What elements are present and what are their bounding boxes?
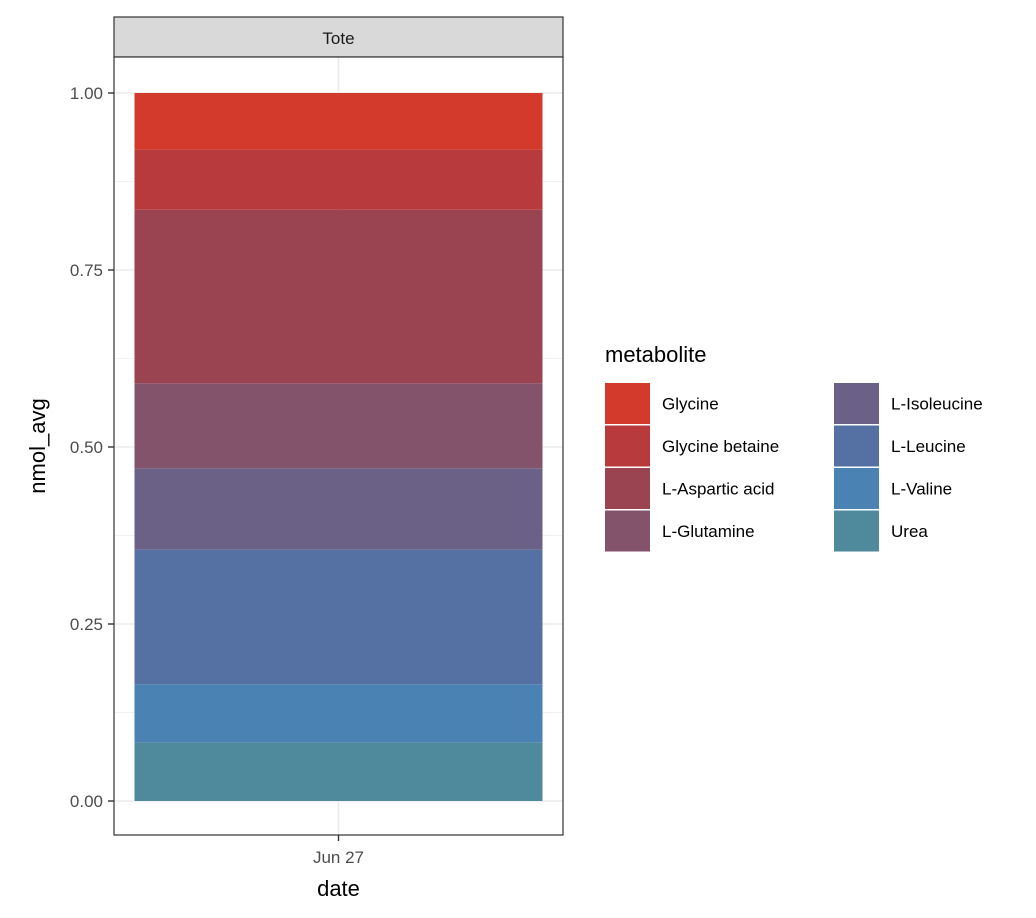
y-tick-label: 0.50 bbox=[70, 438, 103, 457]
x-tick-label: Jun 27 bbox=[313, 848, 364, 867]
x-axis-title: date bbox=[317, 876, 360, 901]
legend-key bbox=[834, 510, 879, 552]
y-axis-title: nmol_avg bbox=[25, 398, 50, 493]
bars bbox=[134, 93, 543, 801]
legend: Glycine Glycine betaine L-Aspartic acid L-G… bbox=[605, 383, 983, 552]
y-axis: 0.00 0.25 0.50 0.75 1.00 bbox=[70, 84, 114, 811]
legend-label: Urea bbox=[891, 522, 928, 541]
bar-segment-l-isoleucine bbox=[134, 468, 543, 550]
legend-label: L-Isoleucine bbox=[891, 395, 983, 414]
legend-key bbox=[834, 425, 879, 467]
y-tick-label: 0.00 bbox=[70, 792, 103, 811]
facet-strip bbox=[113, 16, 564, 58]
bar-segment-glycine-betaine bbox=[134, 149, 543, 210]
bar-segment-l-glutamine bbox=[134, 383, 543, 469]
legend-title: metabolite bbox=[605, 342, 707, 367]
y-tick-label: 1.00 bbox=[70, 84, 103, 103]
legend-label: L-Aspartic acid bbox=[662, 480, 774, 499]
bar-segment-l-valine bbox=[134, 684, 543, 743]
legend-key bbox=[605, 425, 650, 467]
x-axis: Jun 27 bbox=[313, 835, 364, 867]
bar-segment-l-aspartic-acid bbox=[134, 209, 543, 384]
legend-label: L-Glutamine bbox=[662, 522, 755, 541]
legend-label: L-Leucine bbox=[891, 437, 966, 456]
legend-key bbox=[605, 468, 650, 509]
bar-segment-l-leucine bbox=[134, 549, 543, 685]
facet-strip-label: Tote bbox=[322, 29, 354, 48]
legend-key bbox=[834, 468, 879, 509]
legend-label: L-Valine bbox=[891, 480, 952, 499]
bar-segment-glycine bbox=[134, 93, 543, 150]
legend-key bbox=[605, 510, 650, 552]
legend-label: Glycine bbox=[662, 395, 719, 414]
legend-key bbox=[605, 383, 650, 424]
legend-key bbox=[834, 383, 879, 424]
bar-segment-urea bbox=[134, 742, 543, 801]
y-tick-label: 0.75 bbox=[70, 261, 103, 280]
legend-label: Glycine betaine bbox=[662, 437, 779, 456]
y-tick-label: 0.25 bbox=[70, 615, 103, 634]
